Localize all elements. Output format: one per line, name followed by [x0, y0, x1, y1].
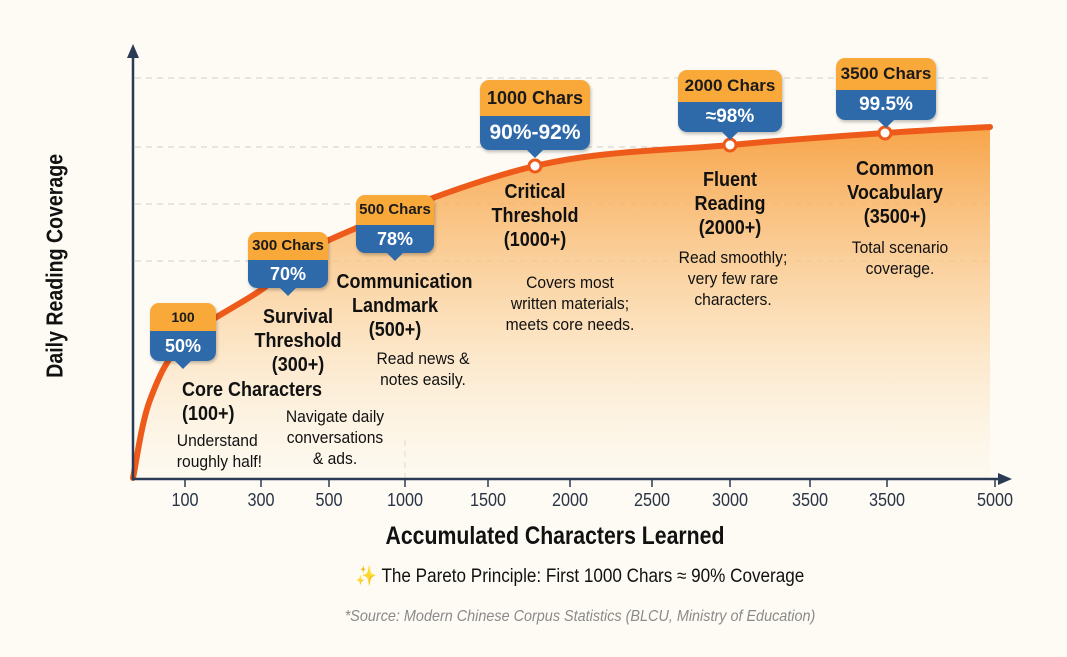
milestone-description-line: Total scenario	[851, 238, 949, 257]
x-axis-label: Accumulated Characters Learned	[385, 522, 725, 550]
data-point-marker	[527, 158, 543, 174]
y-axis-label: Daily Reading Coverage	[41, 153, 68, 378]
milestone-title-line: (2000+)	[698, 217, 762, 239]
milestone-title-line: (500+)	[368, 319, 422, 341]
coverage-area	[133, 127, 990, 478]
milestone-description-line: Navigate daily	[285, 407, 385, 426]
milestone-description-line: & ads.	[312, 449, 358, 468]
x-tick-label: 1000	[386, 490, 424, 510]
callout-chars: 500 Chars	[356, 195, 434, 225]
coverage-callout: 100 Chars50%	[150, 303, 216, 369]
milestone-title-line: (3500+)	[863, 206, 927, 228]
pareto-text: The Pareto Principle: First 1000 Chars ≈…	[381, 566, 805, 587]
data-point-marker	[877, 125, 893, 141]
x-tick-label: 2000	[551, 490, 589, 510]
x-tick-label: 300	[247, 490, 275, 510]
milestone-description: Read news & notes easily.	[359, 348, 488, 390]
milestone-description-line: meets core needs.	[505, 315, 635, 334]
milestone-description: Covers most written materials; meets core …	[496, 272, 643, 335]
callout-chars: 3500 Chars	[836, 58, 936, 90]
callout-coverage: 78%	[356, 225, 434, 261]
x-tick-label: 3500	[868, 490, 906, 510]
x-tick-label: 500	[315, 490, 343, 510]
milestone-title-line: (300+)	[271, 354, 325, 376]
milestone-title-line: Core Characters	[182, 379, 323, 401]
milestone-title: Fluent Reading (2000+)	[672, 168, 789, 240]
x-tick-label: 1500	[469, 490, 507, 510]
milestone-title: Core Characters (100+)	[182, 378, 362, 426]
milestone-title-line: Communication	[336, 271, 473, 293]
coverage-callout: 500 Chars 78%	[356, 195, 434, 261]
callout-chars: 2000 Chars	[678, 70, 782, 102]
milestone-description: Navigate daily conversations & ads.	[271, 406, 400, 469]
milestone-title-line: Reading	[694, 193, 766, 215]
milestone-description-line: Read news &	[376, 349, 470, 368]
milestone-description-line: Understand	[176, 431, 258, 450]
milestone-description-line: written materials;	[510, 294, 630, 313]
milestone-title-line: Threshold	[254, 330, 342, 352]
sparkles-icon: ✨	[355, 566, 378, 587]
x-tick-label: 5000	[976, 490, 1014, 510]
coverage-callout: 1000 Chars 90%-92%	[480, 80, 590, 158]
x-tick-label: 3500	[791, 490, 829, 510]
y-axis-arrow	[127, 44, 139, 58]
milestone-title: Critical Threshold (1000+)	[477, 180, 594, 252]
coverage-callout: 300 Chars 70%	[248, 232, 328, 296]
milestone-title-line: Threshold	[491, 205, 579, 227]
coverage-callout: 3500 Chars 99.5%	[836, 58, 936, 128]
callout-chars: 1000 Chars	[480, 80, 590, 116]
milestone-title-line: (100+)	[182, 403, 235, 425]
pareto-note: ✨ The Pareto Principle: First 1000 Chars…	[346, 564, 814, 588]
x-axis-arrow	[998, 473, 1012, 485]
milestone-title-line: Survival	[262, 306, 334, 328]
milestone-description: Read smoothly; very few rare characters.	[669, 247, 798, 310]
x-tick-label: 2500	[633, 490, 671, 510]
milestone-title: Survival Threshold (300+)	[240, 305, 357, 377]
callout-coverage: 90%-92%	[480, 116, 590, 158]
milestone-description-line: characters.	[694, 290, 772, 309]
x-tick-label: 3000	[711, 490, 749, 510]
callout-coverage: 99.5%	[836, 90, 936, 128]
callout-chars: 300 Chars	[248, 232, 328, 260]
milestone-description-line: Covers most	[526, 273, 614, 292]
milestone-description-line: notes easily.	[380, 370, 466, 389]
milestone-title: Common Vocabulary (3500+)	[837, 157, 954, 229]
milestone-description: Understand roughly half!	[177, 430, 287, 472]
milestone-title-line: Vocabulary	[847, 182, 943, 204]
milestone-description-line: conversations	[286, 428, 384, 447]
milestone-description-line: very few rare	[687, 269, 779, 288]
callout-coverage: 70%	[248, 260, 328, 296]
milestone-description-line: Read smoothly;	[678, 248, 788, 267]
milestone-title-line: Critical	[504, 181, 566, 203]
milestone-title-line: Common	[855, 158, 934, 180]
callout-coverage: ≈98%	[678, 102, 782, 140]
milestone-title: Communication Landmark (500+)	[336, 270, 473, 342]
source-note: *Source: Modern Chinese Corpus Statistic…	[344, 608, 816, 625]
milestone-description-line: roughly half!	[176, 452, 263, 471]
callout-chars: 100 Chars	[150, 303, 216, 353]
x-tick-label: 100	[171, 490, 199, 510]
coverage-callout: 2000 Chars ≈98%	[678, 70, 782, 140]
milestone-description-line: coverage.	[865, 259, 935, 278]
milestone-title-line: Landmark	[351, 295, 439, 317]
milestone-title-line: (1000+)	[503, 229, 567, 251]
milestone-description: Total scenario coverage.	[836, 237, 965, 279]
milestone-title-line: Fluent	[703, 169, 757, 191]
callout-coverage: 50%	[150, 331, 216, 369]
data-point-marker	[722, 137, 738, 153]
